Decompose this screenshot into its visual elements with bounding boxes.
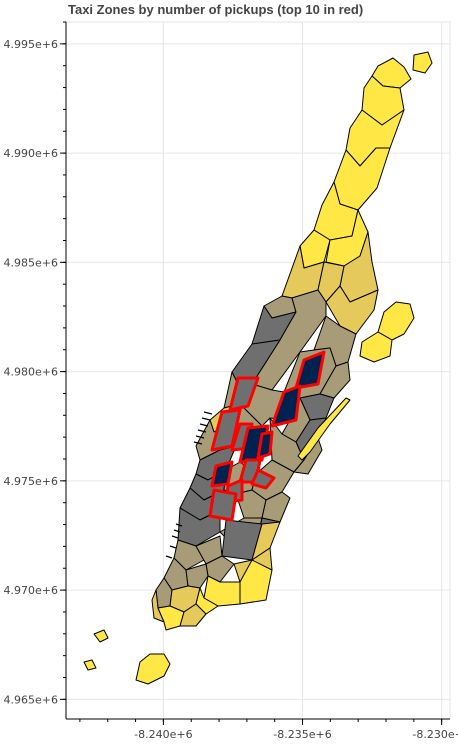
y-tick-label: 4.980e+6: [4, 366, 58, 379]
zone-ellis-island: [93, 629, 109, 643]
zone-top-gramercy: [250, 468, 276, 490]
zone-battery-park-city: [151, 589, 165, 623]
zone-two-bridges: [239, 559, 273, 605]
y-tick-label: 4.995e+6: [4, 38, 58, 51]
zone-yorkville: [319, 361, 351, 399]
x-tick-label: -8.235e+6: [273, 728, 331, 741]
zone-liberty-island: [83, 659, 97, 671]
zone-top-lincoln-square: [228, 376, 260, 412]
zone-top-upper-east-side-north: [294, 350, 326, 390]
chart-title: Taxi Zones by number of pickups (top 10 …: [68, 2, 363, 17]
y-tick-label: 4.965e+6: [4, 693, 58, 706]
top10-zones: [208, 350, 326, 522]
zone-central-park: [251, 289, 327, 391]
axes: -8.240e+6 -8.235e+6 -8.230e+6 4.995e+6 4.990…: [4, 21, 458, 741]
zone-wards-island: [359, 331, 393, 363]
x-tick-label: -8.230e+6: [412, 728, 458, 741]
y-tick-label: 4.975e+6: [4, 475, 58, 488]
zones: [83, 51, 433, 685]
y-tick-label: 4.970e+6: [4, 584, 58, 597]
zone-whitehall: [179, 603, 207, 627]
zone-marble-hill: [412, 51, 433, 74]
zone-financial-district-south: [195, 587, 219, 615]
zone-top-murray-hill: [256, 430, 274, 460]
y-tick-label: 4.985e+6: [4, 256, 58, 269]
zone-governors-island: [135, 653, 171, 685]
zone-top-upper-east-side-south: [270, 384, 302, 428]
west-side-piers: [165, 411, 213, 559]
x-tick-label: -8.240e+6: [134, 728, 192, 741]
zone-top-greenwich-village-north: [208, 488, 238, 522]
zone-roosevelt-island: [297, 397, 351, 461]
zone-east-village: [261, 491, 291, 523]
zone-city-hall: [185, 563, 209, 589]
y-tick-label: 4.990e+6: [4, 147, 58, 160]
zone-top-penn-station: [210, 460, 234, 488]
